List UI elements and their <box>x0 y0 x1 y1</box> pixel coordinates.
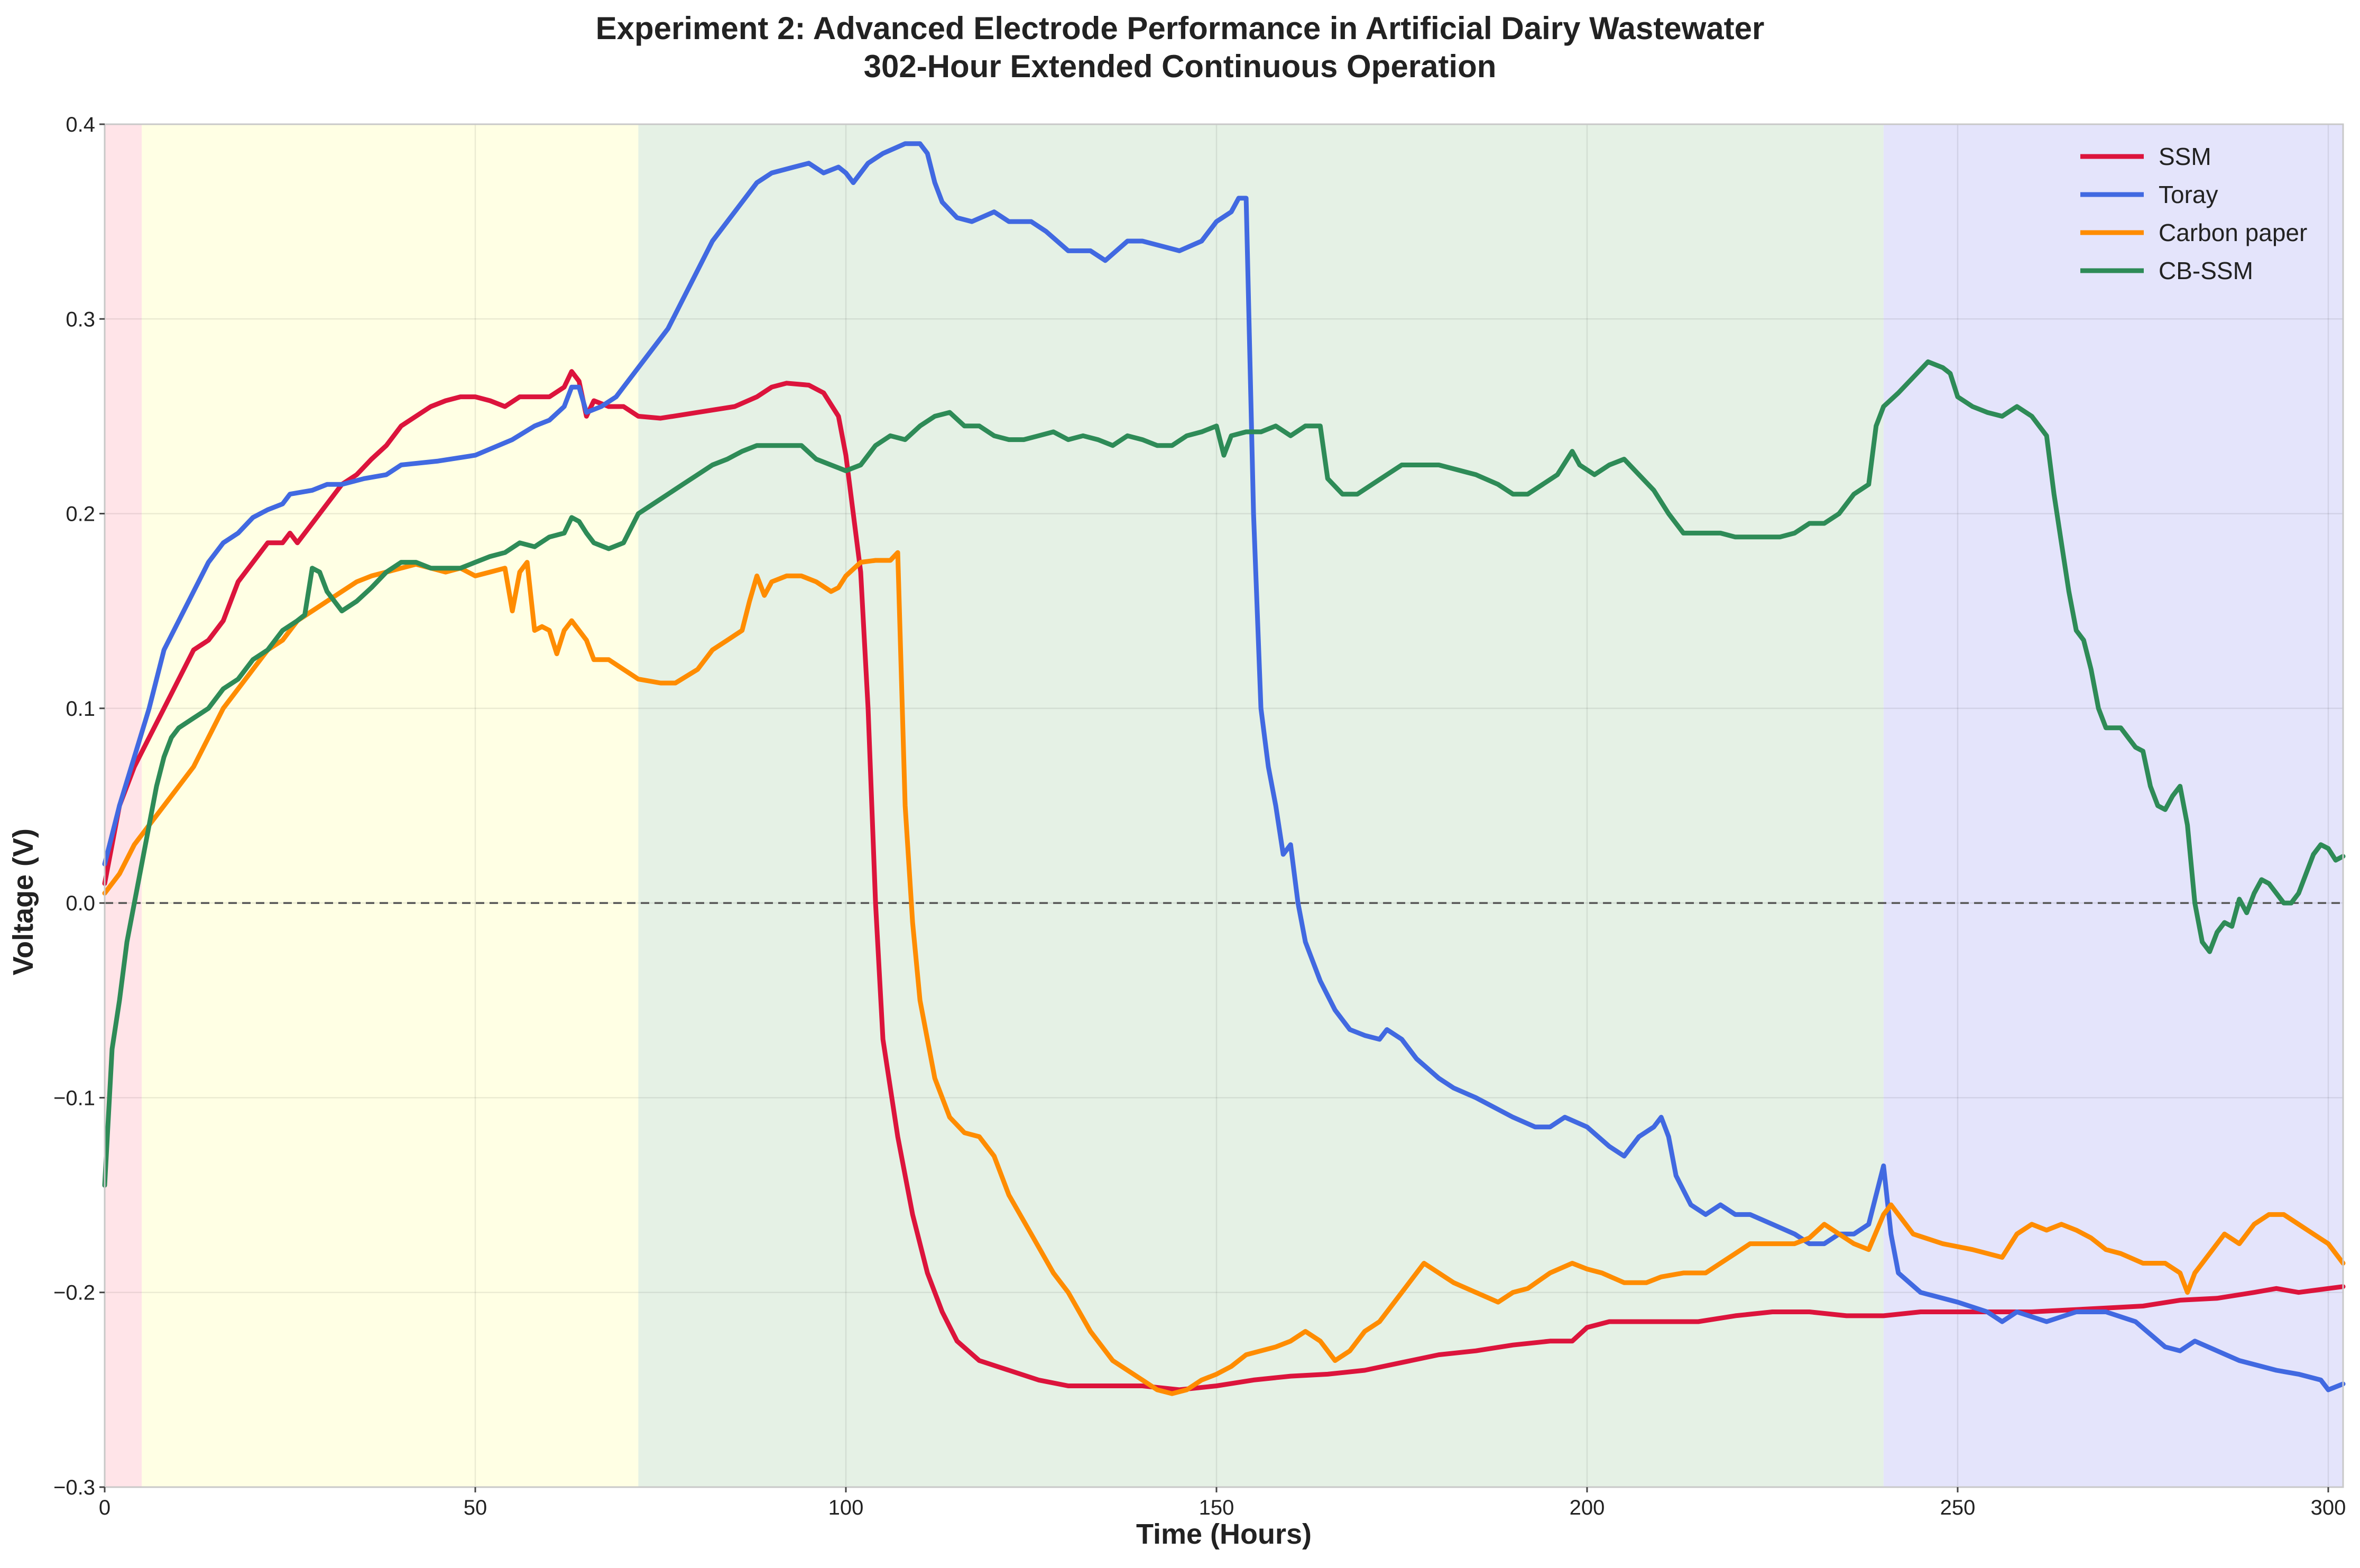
y-tick-label: 0.4 <box>66 113 95 136</box>
phase-band-3 <box>638 124 1884 1487</box>
series-line-ssm <box>102 369 2346 1392</box>
legend-label: CB-SSM <box>2159 257 2253 284</box>
series-line-toray <box>102 141 2346 1392</box>
chart-title: Experiment 2: Advanced Electrode Perform… <box>596 11 1765 46</box>
legend-label: Toray <box>2159 181 2218 208</box>
y-tick-label: 0.0 <box>66 892 95 915</box>
axis-ticks: 0 50 100 150 200 250 300 −0.3 −0.2 −0.1 0.0 0.1 0.2 0… <box>53 113 2346 1519</box>
y-tick-label: 0.1 <box>66 697 95 721</box>
series-line-carbon-paper <box>102 550 2346 1396</box>
x-axis-label: Time (Hours) <box>1136 1518 1312 1550</box>
x-tick-label: 100 <box>828 1496 864 1519</box>
x-tick-label: 150 <box>1199 1496 1234 1519</box>
y-tick-label: 0.2 <box>66 503 95 526</box>
y-tick-label: −0.1 <box>53 1086 95 1110</box>
phase-band-4 <box>1883 124 2343 1487</box>
x-tick-label: 0 <box>99 1496 110 1519</box>
series-line-cb-ssm <box>102 359 2346 1188</box>
x-tick-label: 200 <box>1570 1496 1605 1519</box>
y-tick-label: −0.2 <box>53 1281 95 1305</box>
y-tick-label: −0.3 <box>53 1476 95 1499</box>
y-axis-label: Voltage (V) <box>7 828 39 975</box>
plot-frame <box>104 123 2344 1488</box>
x-tick-label: 300 <box>2311 1496 2346 1519</box>
x-tick-label: 250 <box>1940 1496 1976 1519</box>
chart-subtitle: 302-Hour Extended Continuous Operation <box>864 49 1497 84</box>
phase-band-2 <box>142 124 639 1487</box>
legend: SSM Toray Carbon paper CB-SSM <box>2080 143 2307 284</box>
phase-band-1 <box>105 124 142 1487</box>
series-lines <box>102 141 2346 1396</box>
legend-label: Carbon paper <box>2159 219 2307 246</box>
phase-bands <box>105 124 2343 1487</box>
x-tick-label: 50 <box>464 1496 487 1519</box>
y-tick-label: 0.3 <box>66 308 95 331</box>
legend-label: SSM <box>2159 143 2211 170</box>
